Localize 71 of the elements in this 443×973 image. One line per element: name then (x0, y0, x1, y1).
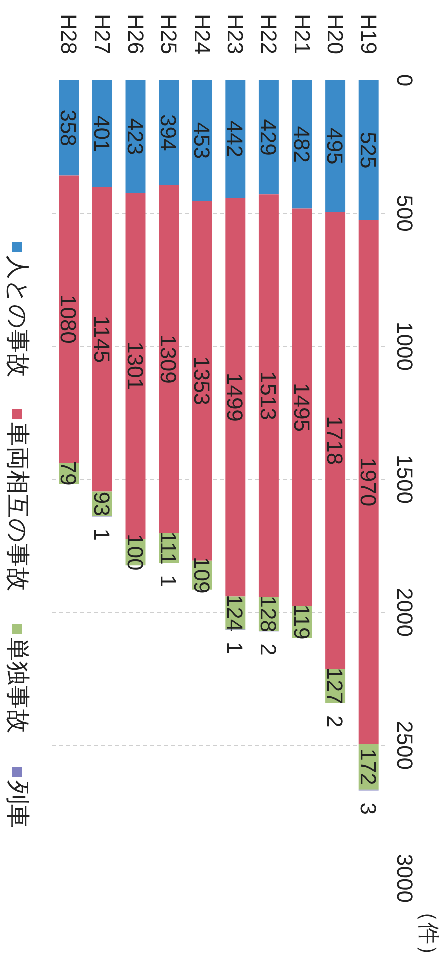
data-label: 79 (56, 461, 82, 486)
data-label: 1513 (256, 371, 281, 420)
legend-label: 車両相互の事故 (4, 422, 31, 592)
y-tick-label: 1000 (392, 322, 418, 371)
x-tick-label: H27 (90, 14, 115, 54)
data-label: 119 (289, 604, 314, 640)
data-label: 128 (256, 596, 281, 632)
data-label: 401 (89, 115, 114, 152)
data-label: 1495 (289, 383, 314, 432)
bar (226, 198, 246, 597)
x-tick-label: H22 (256, 14, 282, 54)
y-tick-label: 500 (392, 195, 418, 232)
data-label: 1499 (222, 372, 248, 422)
bar (358, 220, 379, 744)
data-label: 394 (156, 114, 182, 152)
data-label: 100 (122, 534, 148, 571)
data-label: 1353 (189, 356, 214, 406)
y-tick-label: 3000 (392, 854, 418, 903)
x-tick-label: H28 (56, 14, 82, 54)
bar (326, 212, 346, 670)
data-label: 109 (189, 557, 214, 594)
y-axis-title: （件） (416, 900, 442, 966)
data-label: 111 (156, 532, 182, 565)
x-tick-label: H24 (190, 14, 215, 54)
bar (192, 80, 212, 201)
bar (159, 185, 180, 534)
data-label: 2 (256, 644, 281, 656)
data-label: 453 (189, 122, 214, 160)
data-label: 442 (222, 120, 248, 158)
bar (92, 187, 112, 492)
data-label: 1145 (89, 316, 114, 364)
x-tick-label: H21 (290, 14, 315, 54)
data-label: 1 (222, 642, 248, 654)
data-label: 1 (156, 575, 182, 588)
legend-label: 列車 (4, 780, 31, 828)
x-tick-label: H20 (323, 14, 348, 54)
x-tick-label: H19 (356, 14, 382, 54)
data-label: 1 (89, 528, 114, 541)
bar (226, 80, 246, 198)
bar (358, 80, 379, 220)
data-label: 495 (322, 128, 348, 165)
y-tick-label: 0 (392, 74, 418, 87)
data-label: 1080 (56, 294, 82, 344)
data-label: 1718 (322, 416, 348, 466)
legend-label: 人との事故 (4, 256, 31, 378)
y-tick-label: 2000 (392, 588, 418, 637)
data-label: 172 (356, 748, 381, 786)
data-label: 124 (222, 594, 248, 632)
y-tick-label: 2500 (392, 721, 418, 770)
data-label: 1309 (156, 334, 182, 384)
data-label: 482 (289, 126, 314, 163)
bar (258, 194, 279, 598)
y-tick-label: 1500 (392, 455, 418, 504)
data-label: 525 (356, 132, 381, 169)
data-label: 93 (89, 492, 114, 516)
x-tick-label: H25 (156, 14, 182, 54)
data-label: 3 (356, 802, 381, 815)
bar (292, 208, 312, 606)
data-label: 127 (322, 668, 348, 704)
bar (326, 80, 346, 212)
data-label: 1970 (356, 458, 381, 507)
bar (92, 80, 112, 188)
data-label: 1301 (122, 342, 148, 391)
data-label: 429 (256, 119, 281, 156)
data-label: 423 (122, 118, 148, 156)
data-label: 2 (322, 715, 348, 728)
bar (59, 176, 80, 464)
x-tick-label: H23 (223, 14, 248, 54)
data-label: 358 (56, 110, 82, 146)
legend-label: 単独事故 (4, 638, 31, 734)
x-tick-label: H26 (123, 14, 148, 54)
